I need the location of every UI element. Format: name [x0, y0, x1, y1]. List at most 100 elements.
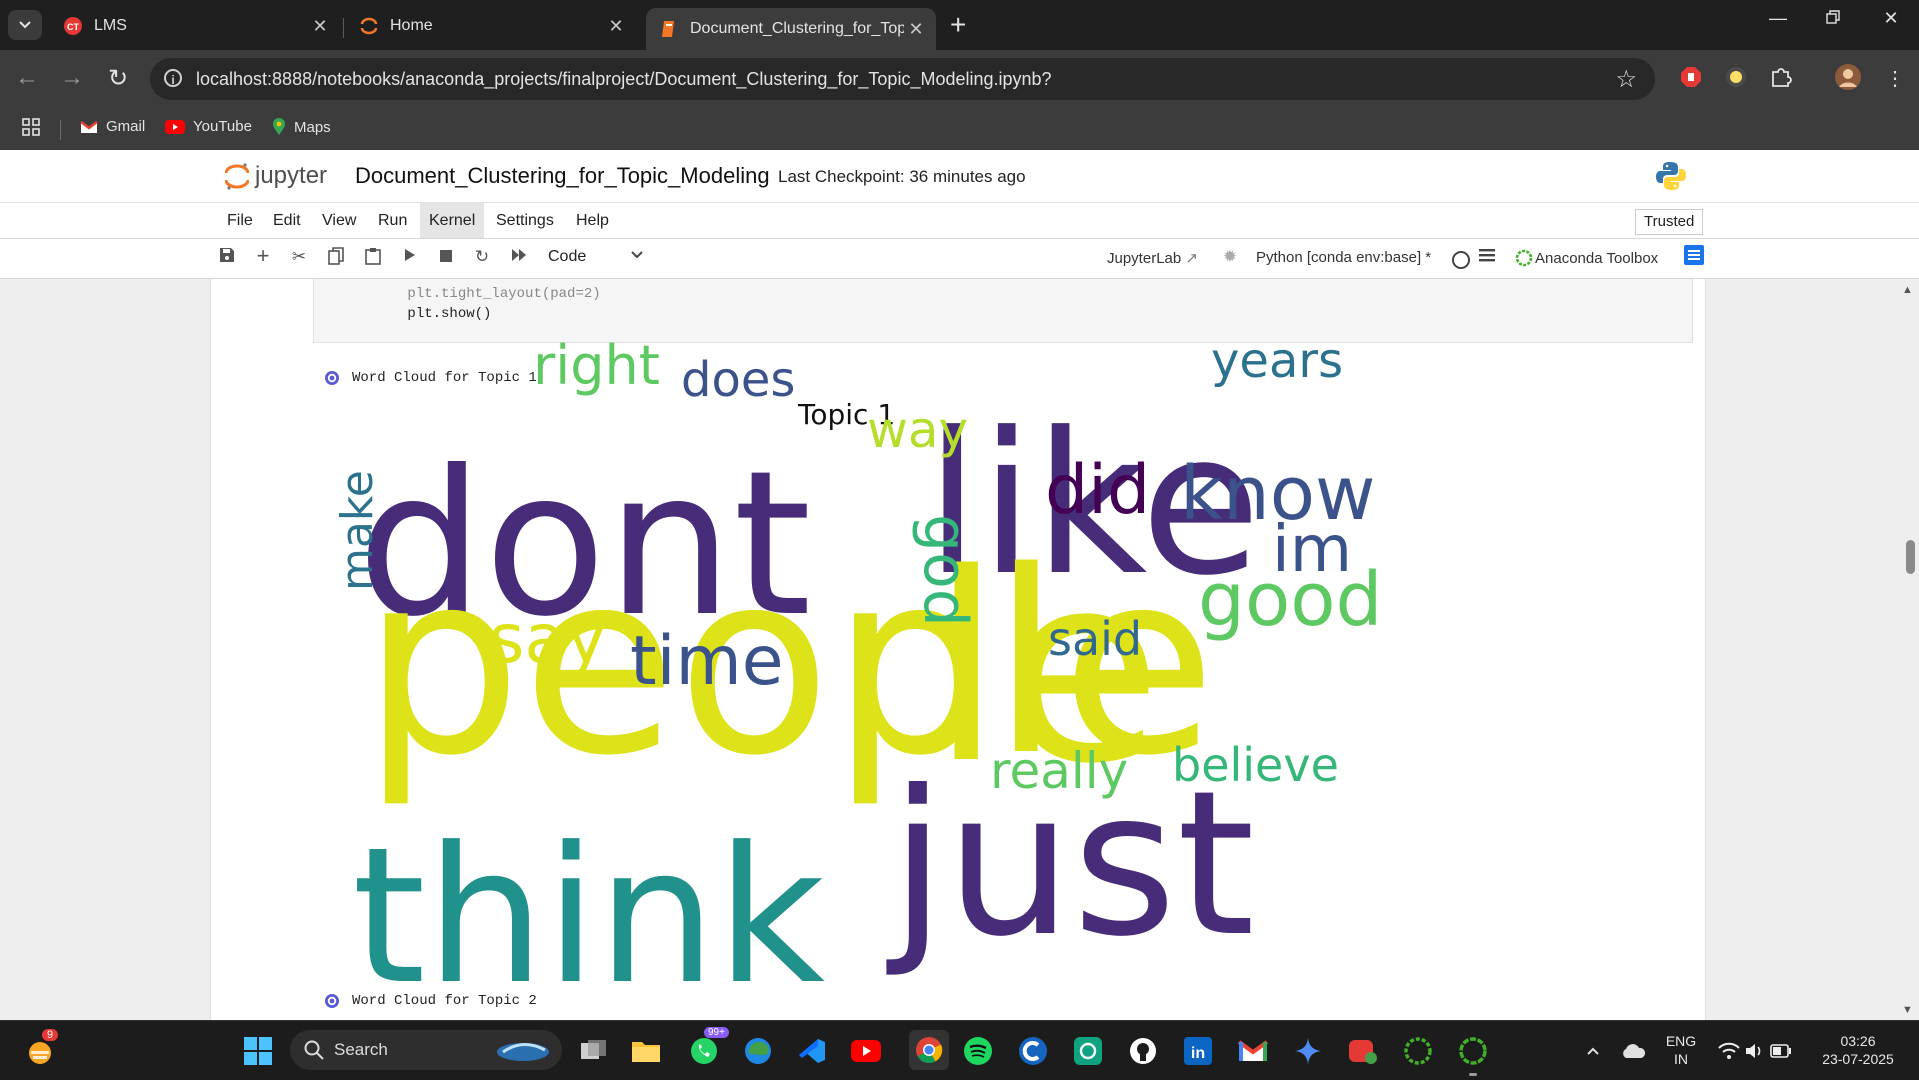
- battery-icon[interactable]: [1765, 1035, 1797, 1067]
- region-code: IN: [1674, 1051, 1688, 1067]
- tab-lms[interactable]: CT LMS ✕: [50, 8, 340, 44]
- adblock-extension-icon[interactable]: [1680, 66, 1702, 94]
- chatgpt-icon[interactable]: [1072, 1035, 1104, 1067]
- widgets-weather-icon[interactable]: 9: [24, 1029, 59, 1067]
- site-info-icon[interactable]: i: [164, 69, 182, 87]
- chrome-icon[interactable]: [909, 1030, 949, 1070]
- anaconda-navigator-icon[interactable]: [1402, 1035, 1434, 1067]
- apps-grid-icon[interactable]: [22, 118, 40, 136]
- output-label-topic-2: Word Cloud for Topic 2: [324, 993, 537, 1009]
- reload-icon[interactable]: ↻: [107, 65, 129, 92]
- jupyter-logo[interactable]: jupyter: [225, 162, 327, 190]
- debugger-icon[interactable]: ✹: [1222, 247, 1238, 266]
- wordcloud-word-le: le: [930, 519, 1162, 821]
- jupyter-icon: [360, 17, 378, 35]
- add-cell-icon[interactable]: +: [256, 243, 270, 268]
- output-label-text: Word Cloud for Topic 1: [352, 370, 537, 386]
- chevron-down-icon[interactable]: [630, 247, 644, 263]
- extensions-puzzle-icon[interactable]: [1770, 66, 1792, 94]
- linkedin-icon[interactable]: in: [1182, 1035, 1214, 1067]
- menu-run[interactable]: Run: [378, 212, 408, 229]
- address-bar[interactable]: i localhost:8888/notebooks/anaconda_proj…: [150, 58, 1655, 100]
- menu-edit[interactable]: Edit: [273, 212, 301, 229]
- language-indicator[interactable]: ENG IN: [1665, 1032, 1697, 1068]
- vscode-icon[interactable]: [796, 1035, 828, 1067]
- close-tab-icon[interactable]: ✕: [608, 15, 624, 36]
- task-view-icon[interactable]: [578, 1035, 610, 1067]
- jupyterlab-link[interactable]: JupyterLab ↗: [1107, 249, 1198, 267]
- clock[interactable]: 03:26 23-07-2025: [1813, 1032, 1903, 1068]
- anaconda-prompt-icon[interactable]: [1457, 1035, 1489, 1067]
- run-icon[interactable]: [398, 247, 422, 267]
- hamburger-menu-icon[interactable]: [1475, 247, 1499, 267]
- paste-icon[interactable]: [361, 247, 385, 270]
- property-inspector-icon[interactable]: [1682, 245, 1706, 270]
- windows-start-icon[interactable]: [242, 1035, 274, 1067]
- scroll-up-arrow-icon[interactable]: ▲: [1902, 284, 1913, 296]
- onedrive-cloud-icon[interactable]: [1617, 1035, 1649, 1067]
- spotify-icon[interactable]: [962, 1035, 994, 1067]
- wifi-icon[interactable]: [1713, 1035, 1745, 1067]
- screen-recorder-icon[interactable]: [1347, 1035, 1379, 1067]
- url-text[interactable]: localhost:8888/notebooks/anaconda_projec…: [196, 69, 1052, 89]
- ccleaner-icon[interactable]: [1017, 1035, 1049, 1067]
- menu-view[interactable]: View: [322, 212, 357, 229]
- bookmark-maps[interactable]: Maps: [272, 118, 331, 136]
- taskbar-search-box[interactable]: Search: [290, 1030, 562, 1070]
- copy-icon[interactable]: [324, 247, 348, 270]
- profile-avatar[interactable]: [1835, 64, 1861, 96]
- notebook-panel[interactable]: plt.tight_layout(pad=2) plt.show() Word …: [0, 279, 1919, 1020]
- browser-menu-icon[interactable]: ⋮: [1885, 68, 1905, 90]
- volume-icon[interactable]: [1739, 1035, 1771, 1067]
- trusted-indicator[interactable]: Trusted: [1635, 209, 1704, 235]
- wordcloud-word-know: know: [1180, 451, 1376, 537]
- bookmark-youtube[interactable]: YouTube: [165, 118, 252, 135]
- notebook-title[interactable]: Document_Clustering_for_Topic_Modeling: [355, 163, 770, 188]
- github-icon[interactable]: [1127, 1035, 1159, 1067]
- show-hidden-icons-chevron-up-icon[interactable]: [1577, 1035, 1609, 1067]
- bookmark-star-icon[interactable]: ☆: [1615, 66, 1637, 93]
- bookmark-gmail[interactable]: Gmail: [80, 118, 145, 135]
- kernel-name[interactable]: Python [conda env:base] *: [1256, 249, 1432, 266]
- windows-taskbar: 9 Search 99+ in: [0, 1020, 1919, 1080]
- minimize-icon[interactable]: —: [1769, 8, 1787, 28]
- search-icon: [304, 1040, 324, 1060]
- code-line: plt.tight_layout(pad=2): [357, 279, 600, 318]
- restart-run-all-icon[interactable]: [507, 247, 531, 267]
- stop-icon[interactable]: [434, 247, 458, 267]
- restore-icon[interactable]: [1810, 8, 1856, 29]
- whatsapp-icon[interactable]: 99+: [688, 1027, 729, 1067]
- close-tab-icon[interactable]: ✕: [312, 15, 328, 36]
- file-explorer-icon[interactable]: [630, 1035, 662, 1067]
- gmail-app-icon[interactable]: [1237, 1035, 1269, 1067]
- code-cell[interactable]: plt.tight_layout(pad=2) plt.show(): [313, 279, 1693, 343]
- svg-text:CT: CT: [67, 22, 79, 32]
- forward-icon[interactable]: →: [60, 64, 84, 91]
- browser-tab-strip: CT LMS ✕ Home ✕ Document_Clustering_for_…: [0, 0, 1919, 50]
- cell-type-select[interactable]: Code: [548, 248, 587, 265]
- bookmark-label: YouTube: [193, 118, 252, 135]
- close-window-icon[interactable]: ✕: [1883, 8, 1899, 28]
- youtube-app-icon[interactable]: [850, 1035, 882, 1067]
- restart-kernel-icon[interactable]: ↻: [474, 247, 490, 266]
- scrollbar-thumb[interactable]: [1906, 540, 1915, 574]
- back-icon[interactable]: ←: [15, 64, 39, 91]
- tab-search-button[interactable]: [8, 10, 42, 40]
- close-tab-icon[interactable]: ✕: [908, 18, 924, 39]
- edge-icon[interactable]: [742, 1035, 774, 1067]
- gemini-icon[interactable]: [1292, 1035, 1324, 1067]
- cut-icon[interactable]: ✂: [291, 247, 307, 266]
- menu-file[interactable]: File: [227, 212, 253, 229]
- tab-separator: [343, 18, 344, 38]
- tab-home[interactable]: Home ✕: [346, 8, 636, 44]
- menu-settings[interactable]: Settings: [496, 212, 554, 229]
- menu-help[interactable]: Help: [576, 212, 609, 229]
- extension-icon[interactable]: [1725, 66, 1747, 94]
- save-icon[interactable]: [215, 247, 239, 268]
- new-tab-button[interactable]: +: [950, 9, 967, 40]
- anaconda-toolbox-button[interactable]: Anaconda Toolbox: [1515, 249, 1658, 267]
- menu-kernel[interactable]: Kernel: [420, 203, 485, 238]
- scroll-down-arrow-icon[interactable]: ▼: [1902, 1004, 1913, 1016]
- tab-notebook[interactable]: Document_Clustering_for_Topic ✕: [646, 8, 936, 50]
